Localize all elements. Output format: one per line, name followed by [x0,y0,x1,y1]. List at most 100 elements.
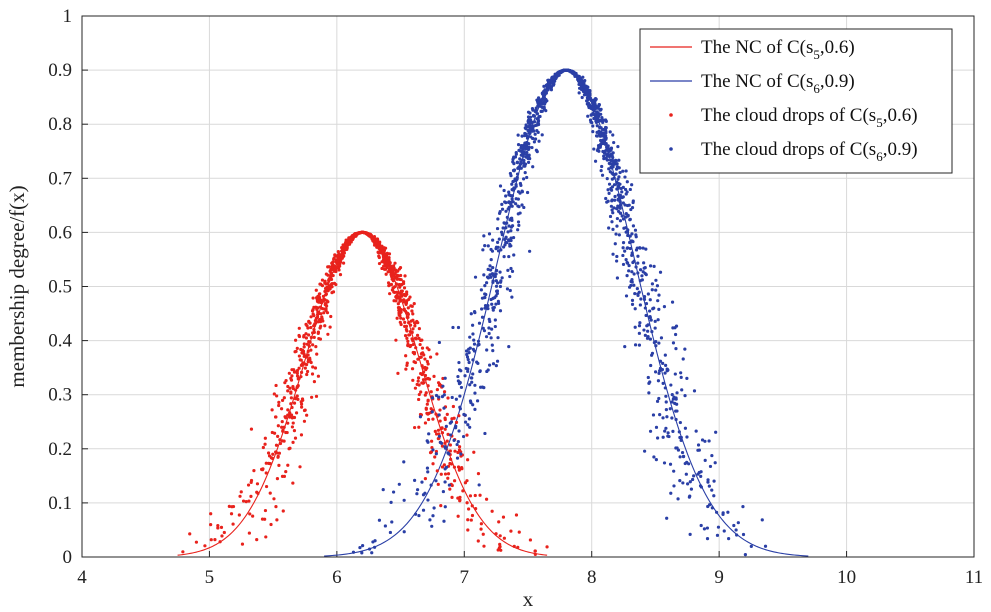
cloud-drop [681,481,685,485]
cloud-drop [319,324,323,328]
cloud-drop [528,156,532,161]
cloud-drop [487,232,492,236]
cloud-drop [582,85,586,89]
cloud-drop [641,270,645,274]
cloud-drop [402,530,406,534]
cloud-drop [419,355,423,359]
cloud-drop [509,236,513,240]
cloud-drop [527,153,531,157]
cloud-drop [631,260,635,265]
cloud-drop [508,242,512,246]
cloud-drop [510,295,514,299]
cloud-drop [336,253,341,257]
cloud-drop [601,141,605,145]
cloud-drop [454,420,459,424]
cloud-drop [405,329,409,333]
cloud-drop [735,533,739,537]
cloud-drop [551,80,556,84]
cloud-drop [312,379,317,384]
cloud-drop [691,477,695,482]
cloud-drop [668,407,672,411]
cloud-drop [413,512,418,516]
cloud-drop [601,134,605,138]
y-tick-label: 0.5 [48,277,72,298]
cloud-drop [495,226,500,231]
cloud-drop [300,348,305,352]
cloud-drop [706,480,710,484]
cloud-drop [287,371,291,375]
cloud-drop [683,461,687,466]
cloud-drop [398,313,402,317]
cloud-drop [519,149,523,153]
cloud-drop [264,535,268,539]
cloud-drop [494,302,498,306]
cloud-drop [526,121,531,125]
cloud-drop [490,509,494,513]
cloud-drop [438,408,442,412]
cloud-drop [363,231,368,235]
cloud-drop [669,383,673,387]
cloud-drop [458,407,462,411]
cloud-drop [551,76,556,80]
cloud-drop [491,306,495,310]
cloud-drop [763,544,768,548]
cloud-drop [494,294,498,298]
cloud-drop [705,537,710,541]
cloud-drop [370,551,374,555]
cloud-drop [328,269,332,273]
cloud-drop [411,327,415,331]
cloud-drop [468,335,472,339]
cloud-drop [442,406,446,410]
cloud-drop [481,326,485,330]
cloud-drop [585,87,589,91]
cloud-drop [377,240,381,245]
cloud-drop [588,93,592,97]
cloud-drop [453,479,457,483]
cloud-drop [421,366,425,370]
cloud-drop [549,88,554,92]
cloud-drop [329,314,333,319]
cloud-drop [688,480,692,484]
cloud-drop [309,360,313,365]
cloud-drop [466,423,470,427]
cloud-drop [410,330,414,334]
y-tick-label: 0.3 [48,385,72,406]
cloud-drop [490,302,494,306]
cloud-drop [463,481,468,485]
cloud-drop [311,365,315,369]
cloud-drop [680,450,685,455]
cloud-drop [286,384,290,389]
cloud-drop [418,342,422,347]
cloud-drop [421,508,426,512]
cloud-drop [644,247,648,251]
cloud-drop [296,397,300,401]
cloud-drop [467,360,471,365]
cloud-drop [299,433,304,437]
cloud-drop [438,419,442,423]
cloud-drop [396,371,400,375]
cloud-drop [638,321,642,325]
cloud-drop [661,416,665,420]
cloud-drop [657,293,661,297]
cloud-drop [305,369,310,374]
cloud-drop [533,549,537,553]
cloud-drop [435,387,439,392]
cloud-drop [413,386,418,390]
cloud-drop [380,260,384,264]
cloud-drop [411,312,415,316]
cloud-drop [528,127,532,131]
cloud-drop [696,472,700,476]
cloud-drop [459,385,464,390]
cloud-drop [482,329,487,333]
cloud-drop [580,95,584,100]
cloud-drop [664,407,668,412]
cloud-drop [491,349,495,353]
cloud-drop [501,515,506,519]
cloud-drop [635,287,639,291]
cloud-drop [586,101,591,106]
cloud-drop [673,372,677,376]
cloud-drop [404,324,409,328]
cloud-drop [651,413,656,417]
cloud-drop [628,218,632,222]
